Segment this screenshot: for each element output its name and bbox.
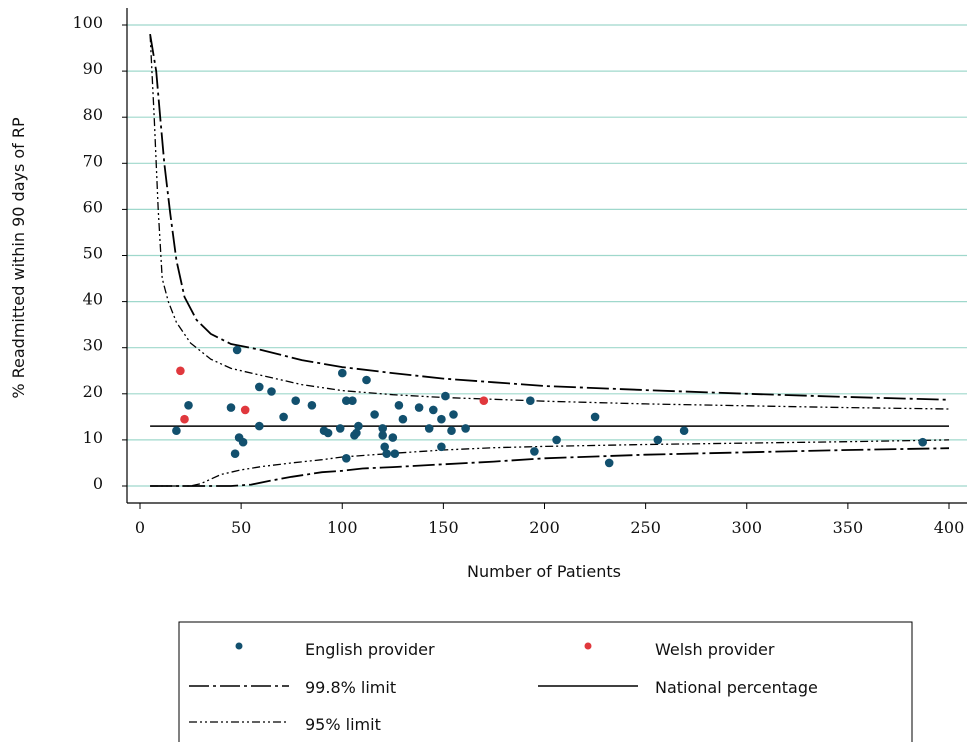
y-tick-label-20: 20 xyxy=(83,382,103,401)
english-provider-point-49 xyxy=(918,437,927,447)
y-tick-label-80: 80 xyxy=(83,105,103,124)
english-provider-point-44 xyxy=(552,435,561,445)
x-tick-label-300: 300 xyxy=(731,518,762,537)
english-provider-point-23 xyxy=(362,375,371,385)
english-provider-point-25 xyxy=(378,424,388,433)
limit-lines xyxy=(149,34,950,487)
y-tick-label-90: 90 xyxy=(83,59,103,78)
english-provider-point-2 xyxy=(226,403,236,412)
x-axis-ticks: 0 50 100 150 200 250 300 350 400 xyxy=(135,503,964,537)
english-provider-point-46 xyxy=(604,458,614,468)
x-tick-label-400: 400 xyxy=(934,518,965,537)
english-provider-point-32 xyxy=(398,414,408,424)
x-tick-label-50: 50 xyxy=(231,518,251,537)
y-tick-label-30: 30 xyxy=(83,336,103,355)
x-tick-label-0: 0 xyxy=(135,518,145,537)
english-provider-point-30 xyxy=(390,449,400,459)
y-tick-label-40: 40 xyxy=(83,290,103,309)
legend-welsh-label: Welsh provider xyxy=(655,640,775,659)
provider-points xyxy=(172,345,927,468)
english-provider-point-47 xyxy=(653,435,663,445)
legend-english-label: English provider xyxy=(305,640,435,659)
english-provider-point-18 xyxy=(342,454,351,463)
english-provider-point-12 xyxy=(307,401,317,410)
legend-welsh-dot xyxy=(584,642,592,650)
english-provider-point-7 xyxy=(254,421,264,431)
english-provider-point-3 xyxy=(230,449,240,459)
english-provider-point-35 xyxy=(429,405,438,415)
english-provider-point-10 xyxy=(279,412,288,422)
99-8-limit-upper xyxy=(149,34,950,401)
english-provider-point-38 xyxy=(441,391,450,401)
english-provider-point-21 xyxy=(352,428,361,438)
welsh-provider-point-1 xyxy=(180,414,189,424)
welsh-provider-point-0 xyxy=(176,366,185,376)
english-provider-point-43 xyxy=(530,447,539,456)
y-axis-title: % Readmitted within 90 days of RP xyxy=(9,117,28,399)
95-limit-upper xyxy=(149,34,950,410)
99-8-limit-lower xyxy=(150,447,950,487)
y-axis-ticks: 0 10 20 30 40 50 60 70 80 90 100 xyxy=(72,13,127,493)
y-tick-label-100: 100 xyxy=(72,13,103,32)
english-provider-point-16 xyxy=(338,368,347,378)
95-limit-lower xyxy=(150,439,950,487)
english-provider-point-0 xyxy=(172,426,181,436)
x-tick-label-250: 250 xyxy=(630,518,661,537)
x-tick-label-350: 350 xyxy=(833,518,864,537)
x-tick-label-150: 150 xyxy=(428,518,459,537)
x-tick-label-100: 100 xyxy=(327,518,358,537)
english-provider-point-9 xyxy=(267,387,276,396)
english-provider-point-33 xyxy=(414,403,424,412)
y-tick-label-10: 10 xyxy=(83,428,103,447)
y-tick-label-0: 0 xyxy=(93,474,103,493)
english-provider-point-27 xyxy=(380,442,390,452)
english-provider-point-29 xyxy=(388,433,398,442)
english-provider-point-36 xyxy=(437,414,446,424)
english-provider-point-42 xyxy=(526,396,535,406)
x-axis-title: Number of Patients xyxy=(467,562,621,581)
legend-95-label: 95% limit xyxy=(305,715,381,734)
english-provider-point-4 xyxy=(232,345,242,355)
legend-english-dot xyxy=(235,642,243,650)
english-provider-point-17 xyxy=(342,396,351,406)
welsh-provider-point-2 xyxy=(240,405,250,415)
english-provider-point-31 xyxy=(394,401,404,410)
english-provider-point-48 xyxy=(679,426,689,436)
gridlines xyxy=(127,24,967,487)
legend: English provider Welsh provider 99.8% li… xyxy=(178,621,913,742)
english-provider-point-14 xyxy=(323,428,333,438)
x-tick-label-200: 200 xyxy=(529,518,560,537)
english-provider-point-15 xyxy=(335,424,345,433)
english-provider-point-45 xyxy=(590,412,600,422)
legend-national-label: National percentage xyxy=(655,678,818,697)
english-provider-point-40 xyxy=(449,410,458,419)
english-provider-point-28 xyxy=(382,449,392,459)
english-provider-point-11 xyxy=(291,396,301,406)
english-provider-point-8 xyxy=(254,382,264,392)
y-tick-label-70: 70 xyxy=(83,151,103,170)
english-provider-point-24 xyxy=(370,410,379,419)
legend-998-label: 99.8% limit xyxy=(305,678,396,697)
english-provider-point-41 xyxy=(461,424,470,433)
english-provider-point-1 xyxy=(184,401,193,410)
english-provider-point-34 xyxy=(424,424,434,433)
english-provider-point-26 xyxy=(378,431,388,440)
legend-box xyxy=(178,621,913,742)
english-provider-point-19 xyxy=(348,396,357,406)
english-provider-point-37 xyxy=(437,442,446,452)
english-provider-point-22 xyxy=(354,421,363,431)
y-tick-label-60: 60 xyxy=(83,197,103,216)
english-provider-point-6 xyxy=(238,437,248,447)
y-tick-label-50: 50 xyxy=(83,244,103,263)
welsh-provider-point-3 xyxy=(479,396,489,406)
english-provider-point-39 xyxy=(447,426,456,436)
